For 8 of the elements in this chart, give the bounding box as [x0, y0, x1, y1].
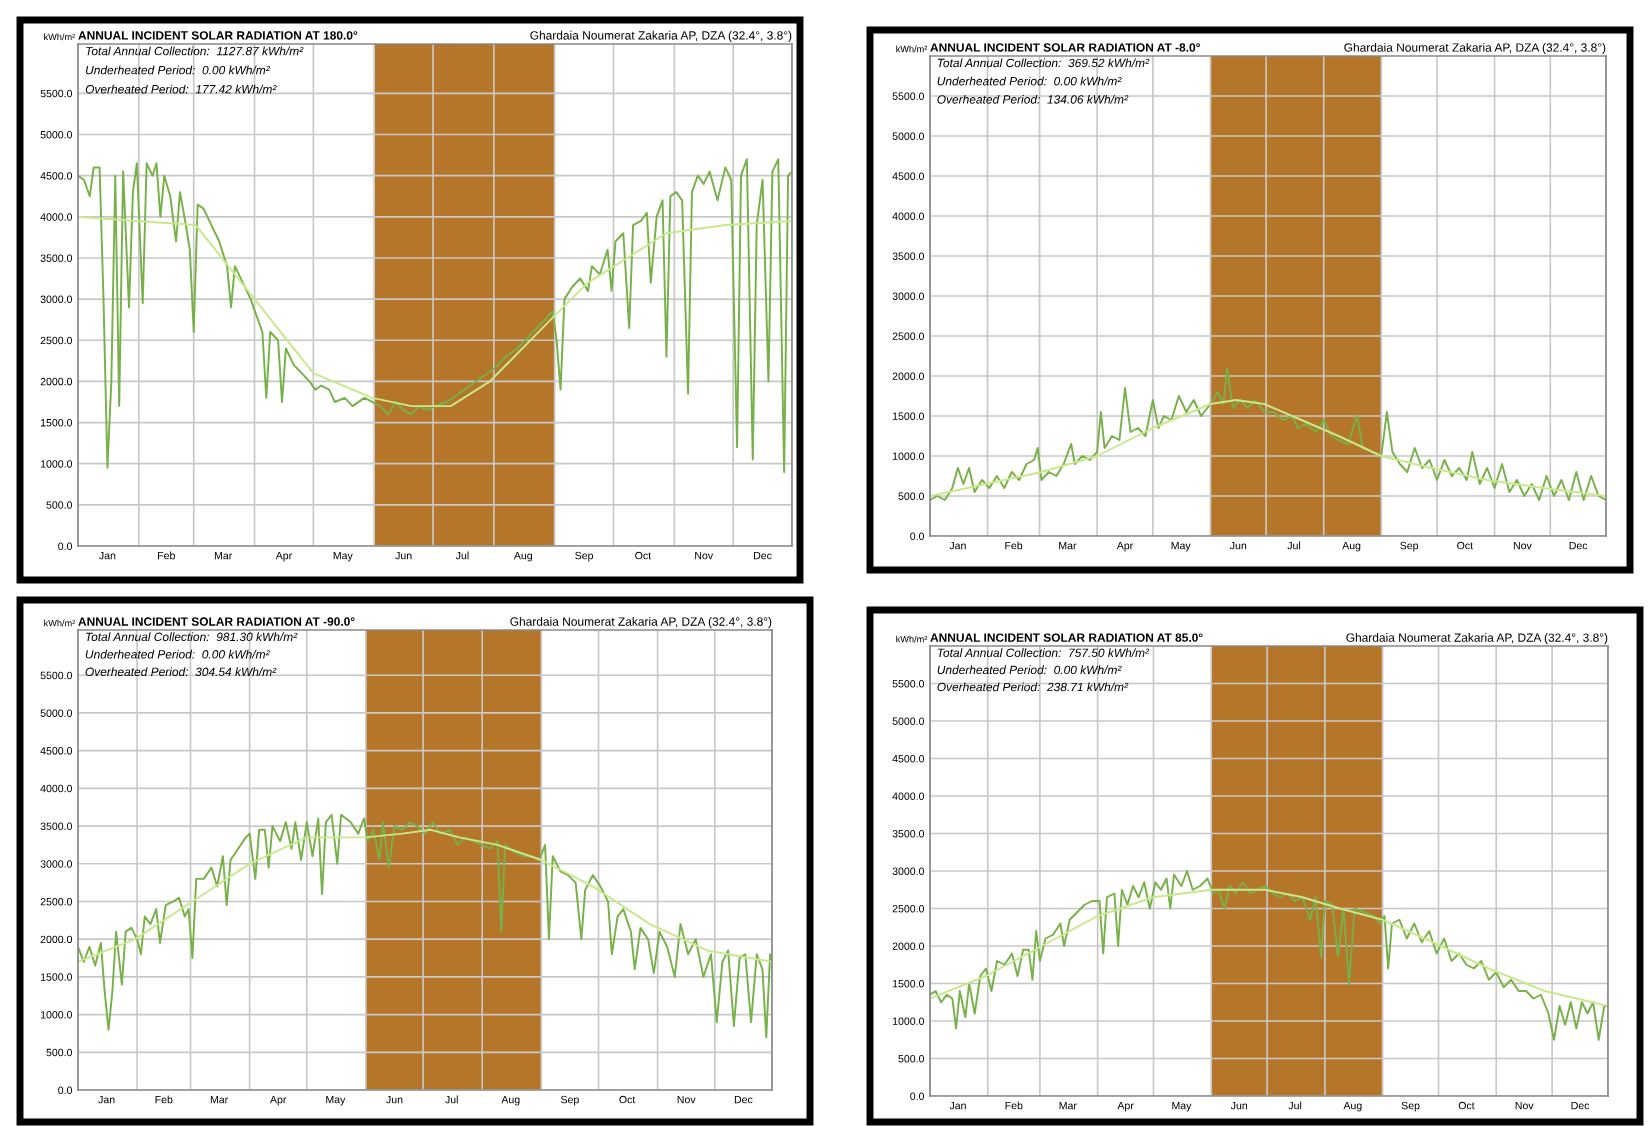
line-series [930, 888, 1608, 1007]
line-series [78, 215, 792, 408]
line-series [78, 813, 772, 1039]
line-series [78, 828, 772, 963]
line-series [930, 870, 1608, 1041]
line-series [930, 399, 1606, 497]
line-series [930, 367, 1606, 501]
line-series [78, 158, 792, 473]
